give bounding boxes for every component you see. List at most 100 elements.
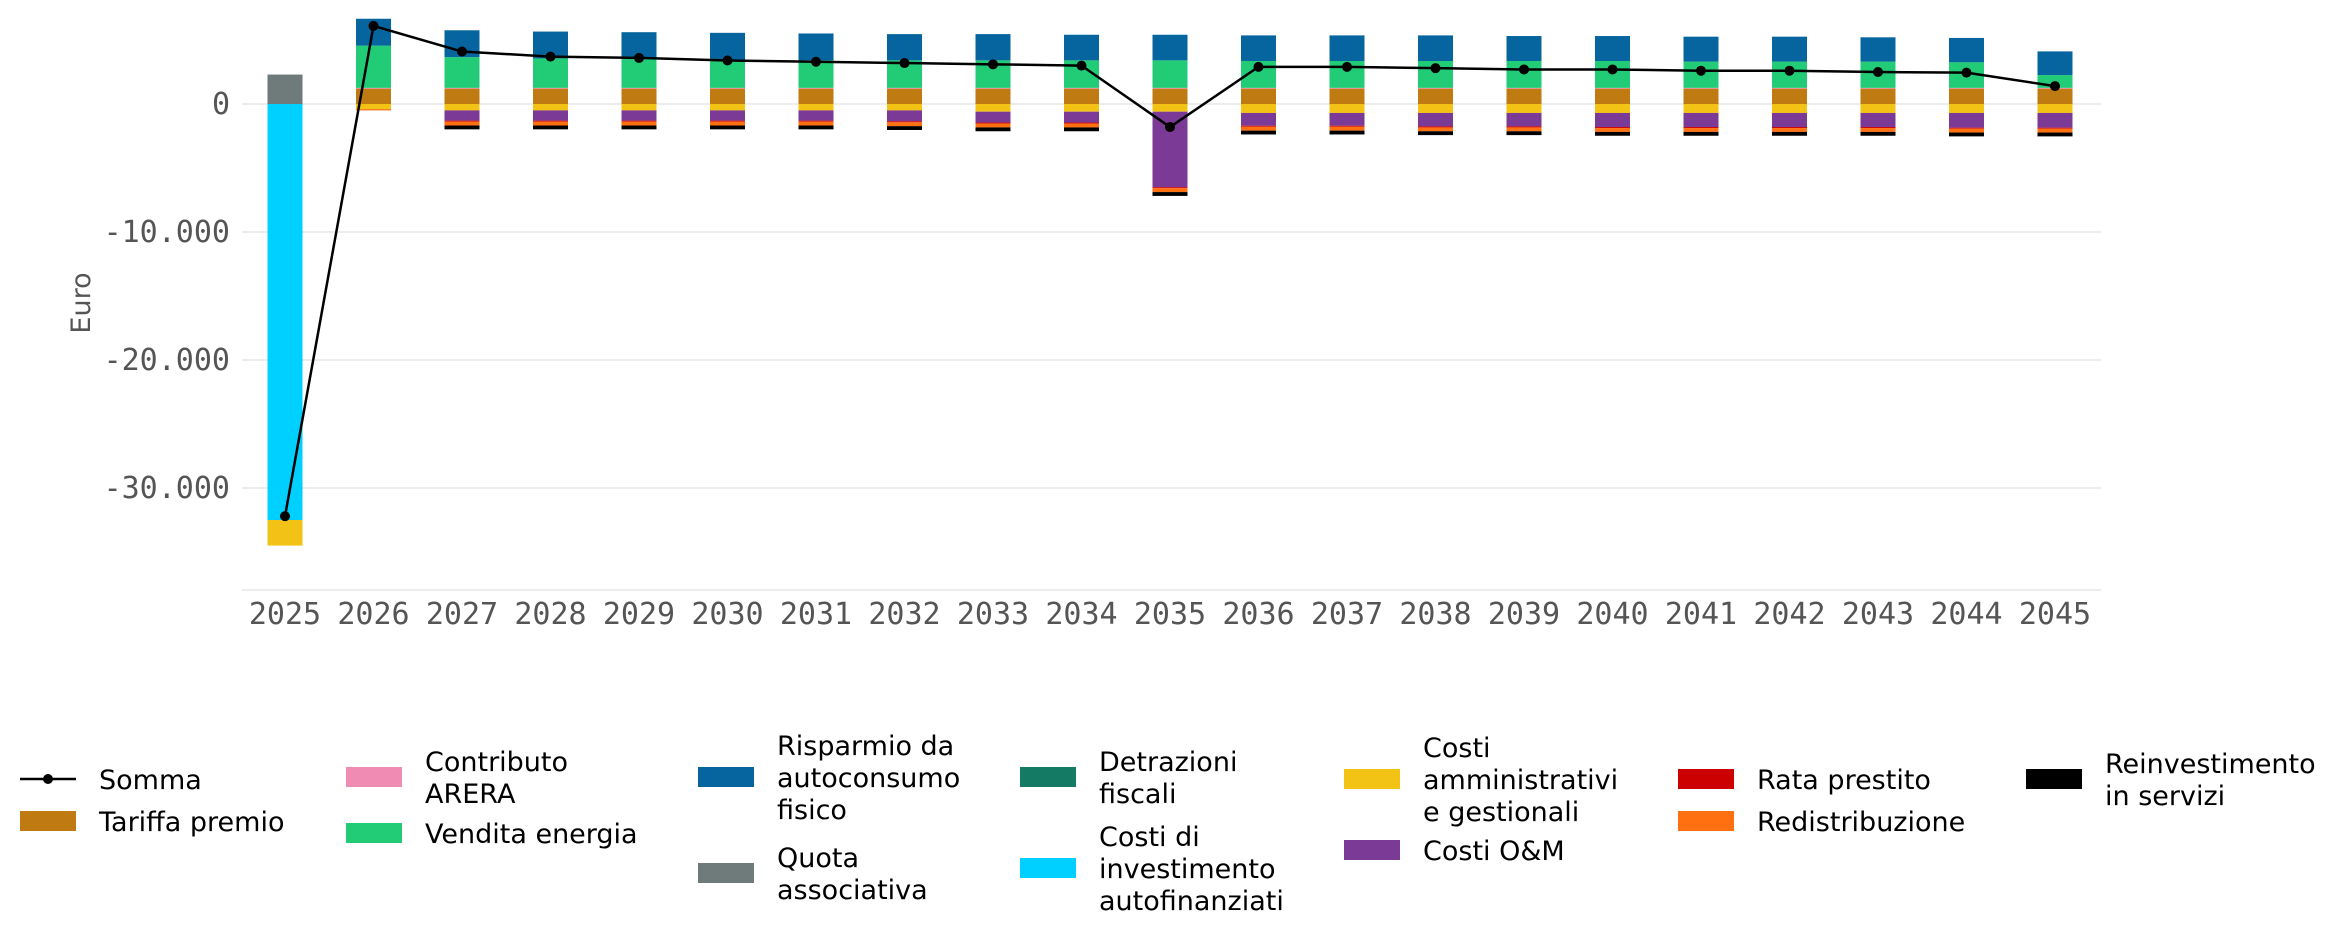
y-tick-label: 0 xyxy=(212,87,230,122)
bar-segment-costi-amministrativi-e-gestionali xyxy=(1683,104,1719,113)
sum-point xyxy=(1961,67,1972,78)
sum-point xyxy=(1165,122,1175,133)
x-tick-label: 2033 xyxy=(957,597,1029,632)
bar-segment-reinvestimento-in-servizi xyxy=(1860,131,1896,136)
bar-segment-risparmio-da-autoconsumo-fisico xyxy=(1329,35,1365,61)
y-axis-label: Euro xyxy=(66,272,97,333)
sum-point xyxy=(1873,67,1883,77)
bar-segment-costi-amministrativi-e-gestionali xyxy=(1418,104,1453,113)
legend-swatch xyxy=(1678,769,1734,789)
bar-segment-contributo-arera xyxy=(710,87,745,89)
bar-segment-costi-amministrativi-e-gestionali xyxy=(1949,104,1984,113)
legend-item-detrazioni-fiscali: Detrazioni fiscali xyxy=(1020,747,1237,810)
x-tick-label: 2034 xyxy=(1045,597,1117,632)
bar-segment-tariffa-premio xyxy=(798,88,834,104)
x-tick-label: 2035 xyxy=(1134,597,1206,632)
bar-segment-contributo-arera xyxy=(798,87,834,89)
bar-segment-tariffa-premio xyxy=(1506,88,1542,104)
bar-segment-costi-oandm xyxy=(887,110,922,122)
sum-point xyxy=(280,511,290,522)
bar-segment-costi-amministrativi-e-gestionali xyxy=(1064,104,1099,112)
bar-segment-reinvestimento-in-servizi xyxy=(1064,127,1099,132)
bar-segment-tariffa-premio xyxy=(1064,88,1099,104)
bar-segment-costi-amministrativi-e-gestionali xyxy=(621,104,657,111)
legend-swatch xyxy=(346,767,402,787)
legend: Somma Tariffa premio Contributo ARERA Vendit… xyxy=(20,731,2316,917)
legend-swatch xyxy=(2026,769,2082,789)
legend-swatch xyxy=(346,823,402,843)
bar-segment-costi-amministrativi-e-gestionali xyxy=(1241,104,1276,113)
bar-segment-vendita-energia xyxy=(356,45,391,88)
bar-segment-costi-oandm xyxy=(798,110,834,121)
bar-segment-redistribuzione xyxy=(1152,188,1188,193)
sum-point xyxy=(899,58,910,69)
bar-segment-redistribuzione xyxy=(533,121,568,126)
bar-segment-rata-prestito xyxy=(444,120,480,122)
bar-segment-tariffa-premio xyxy=(1418,88,1453,104)
bar-segment-costi-amministrativi-e-gestionali xyxy=(1506,104,1542,113)
legend-label: Somma xyxy=(99,765,202,796)
bar-segment-contributo-arera xyxy=(621,87,657,89)
bar-segment-costi-amministrativi-e-gestionali xyxy=(267,520,303,546)
bar-segment-redistribuzione xyxy=(1772,128,1807,132)
bar-segment-reinvestimento-in-servizi xyxy=(444,125,480,130)
legend-item-rata-prestito: Rata prestito xyxy=(1678,765,1931,796)
bar-segment-contributo-arera xyxy=(1860,87,1896,89)
bar-segment-contributo-arera xyxy=(1329,87,1365,89)
bar-segment-tariffa-premio xyxy=(1241,88,1276,104)
bar-segment-contributo-arera xyxy=(975,87,1011,89)
bar-segment-contributo-arera xyxy=(533,87,568,89)
legend-swatch xyxy=(1344,769,1400,789)
bar-segment-rata-prestito xyxy=(975,122,1011,124)
sum-point xyxy=(1519,64,1529,75)
bar-segment-reinvestimento-in-servizi xyxy=(2037,132,2073,137)
bar-segment-redistribuzione xyxy=(1949,128,1984,133)
bar-segment-tariffa-premio xyxy=(710,88,745,104)
legend-item-costi-oandm: Costi O&M xyxy=(1344,836,1565,867)
axes: 0 -10.000 -20.000 -30.000 2025 2026 2027 2028 20… xyxy=(104,87,2101,632)
bar-segment-tariffa-premio xyxy=(975,88,1011,104)
bar-segment-tariffa-premio xyxy=(2037,88,2073,104)
bar-segment-tariffa-premio xyxy=(1860,88,1896,104)
legend-swatch xyxy=(1020,767,1076,787)
bar-segment-tariffa-premio xyxy=(887,88,922,104)
bar-segment-risparmio-da-autoconsumo-fisico xyxy=(1683,36,1719,62)
bar-segment-redistribuzione xyxy=(887,122,922,127)
bar-segment-risparmio-da-autoconsumo-fisico xyxy=(2037,51,2073,76)
bars xyxy=(267,18,2073,546)
bar-segment-tariffa-premio xyxy=(444,88,480,104)
bar-segment-tariffa-premio xyxy=(1772,88,1807,104)
x-tick-label: 2027 xyxy=(426,597,498,632)
sum-line-series xyxy=(280,20,2060,522)
bar-segment-redistribuzione xyxy=(1329,126,1365,131)
bar-segment-risparmio-da-autoconsumo-fisico xyxy=(1949,37,1984,63)
bar-segment-reinvestimento-in-servizi xyxy=(1772,131,1807,136)
bar-segment-costi-amministrativi-e-gestionali xyxy=(887,104,922,111)
legend-label: Redistribuzione xyxy=(1757,807,1965,838)
sum-point xyxy=(811,56,821,67)
bar-segment-contributo-arera xyxy=(444,87,480,89)
bar-segment-costi-oandm xyxy=(1595,112,1630,128)
sum-point xyxy=(457,46,467,57)
x-tick-label: 2039 xyxy=(1488,597,1560,632)
legend-label: Contributo ARERA xyxy=(425,747,568,810)
bar-segment-risparmio-da-autoconsumo-fisico xyxy=(1418,35,1453,61)
bar-segment-tariffa-premio xyxy=(1329,88,1365,104)
bar-segment-risparmio-da-autoconsumo-fisico xyxy=(1241,35,1276,61)
bar-segment-costi-amministrativi-e-gestionali xyxy=(1595,104,1630,113)
legend-label: Costi di investimento autofinanziati xyxy=(1099,822,1284,917)
bar-segment-reinvestimento-in-servizi xyxy=(1152,192,1188,196)
bar-segment-rata-prestito xyxy=(1064,122,1099,124)
bar-segment-reinvestimento-in-servizi xyxy=(1595,131,1630,136)
bar-segment-rata-prestito xyxy=(1329,125,1365,127)
bar-segment-rata-prestito xyxy=(1418,126,1453,128)
x-tick-label: 2029 xyxy=(603,597,675,632)
sum-point xyxy=(1696,65,1706,76)
bar-segment-costi-amministrativi-e-gestionali xyxy=(1329,104,1365,113)
bar-segment-redistribuzione xyxy=(975,123,1011,128)
legend-label: Costi O&M xyxy=(1423,836,1565,867)
bar-segment-contributo-arera xyxy=(1506,87,1542,89)
legend-swatch xyxy=(1344,840,1400,860)
bar-segment-contributo-arera xyxy=(887,87,922,89)
